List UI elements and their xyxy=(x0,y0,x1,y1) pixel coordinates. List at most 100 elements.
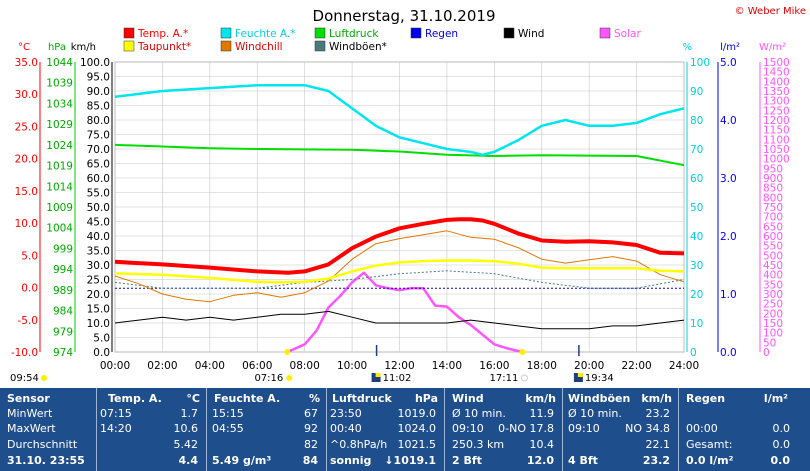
pressure-stat-label: 23:50 xyxy=(330,407,362,420)
x-tick-label: 00:00 xyxy=(100,360,130,372)
pressure-tick-label: 1029 xyxy=(46,119,73,131)
legend-label: Taupunkt* xyxy=(137,41,191,53)
solar-tick-label: 1150 xyxy=(763,125,790,137)
solar-tick-label: 1100 xyxy=(763,134,790,146)
legend-swatch xyxy=(599,27,611,39)
legend-label: Feuchte A.* xyxy=(235,28,296,40)
separator xyxy=(562,388,563,471)
gust-stat-value: 23.2 xyxy=(645,407,671,420)
pressure-stat-label: sonnig xyxy=(330,454,372,467)
rain-stat-value: 0.0 xyxy=(772,438,791,451)
chart-title: Donnerstag, 31.10.2019 xyxy=(313,7,496,25)
wind-stat-value: 0-NO 17.8 xyxy=(498,422,554,435)
wind-stat-label: 09:10 xyxy=(452,422,484,435)
solar-tick-label: 400 xyxy=(763,270,783,282)
moon-icon xyxy=(573,373,583,382)
sunrise-time: 07:16 xyxy=(254,373,283,384)
weather-chart: Donnerstag, 31.10.2019 © Weber Mike Temp… xyxy=(10,6,806,384)
solar-tick-label: 1400 xyxy=(763,76,790,88)
solar-tick-label: 1350 xyxy=(763,86,790,98)
solar-tick-label: 1300 xyxy=(763,96,790,108)
row-label-current: 31.10. 23:55 xyxy=(7,454,85,467)
temp-tick-label: 20.0 xyxy=(15,154,38,166)
series-line-temp-a xyxy=(114,217,685,275)
sun-icon xyxy=(41,375,47,381)
sunset-icon xyxy=(519,349,526,355)
pressure-tick-label: 974 xyxy=(53,347,73,359)
wind-tick-label: 35.0 xyxy=(87,246,110,258)
humidity-tick-label: 60 xyxy=(690,173,703,185)
solar-tick-label: 850 xyxy=(763,183,783,195)
wind-stat-label: 2 Bft xyxy=(452,454,482,467)
rain-unit: l/m² xyxy=(763,392,788,405)
separator xyxy=(678,388,679,471)
row-label-max: MaxWert xyxy=(7,422,56,435)
humidity-header: Feuchte A. xyxy=(214,392,281,405)
gust-stat-value: 22.1 xyxy=(645,438,671,451)
solar-tick-label: 300 xyxy=(763,289,783,301)
wind-stat-value: 11.9 xyxy=(529,407,555,420)
solar-tick-label: 200 xyxy=(763,308,783,320)
pressure-tick-label: 1024 xyxy=(46,140,73,152)
wind-tick-label: 90.0 xyxy=(87,86,110,98)
solar-tick-label: 1500 xyxy=(763,57,790,69)
temp-tick-label: 35.0 xyxy=(15,57,38,69)
temp-stat-label: 14:20 xyxy=(100,422,132,435)
x-tick-label: 10:00 xyxy=(337,360,367,372)
x-tick-label: 02:00 xyxy=(147,360,177,372)
pressure-tick-label: 1014 xyxy=(46,181,73,193)
legend-label: Windchill xyxy=(235,41,283,53)
gust-unit: km/h xyxy=(641,392,672,405)
wind-tick-label: 25.0 xyxy=(87,275,110,287)
gust-stat-label: 4 Bft xyxy=(568,454,598,467)
pressure-tick-label: 1044 xyxy=(46,57,73,69)
moon-event-time: 19:34 xyxy=(585,373,614,384)
axes: -10.0 -5.0 0.0 5.0 10.0 15.0 20.0 25.0 30.0 35.0 9… xyxy=(11,57,790,372)
pressure-tick-label: 989 xyxy=(53,285,73,297)
x-tick-label: 20:00 xyxy=(574,360,604,372)
solar-tick-label: 1250 xyxy=(763,105,790,117)
temp-tick-label: 25.0 xyxy=(15,121,38,133)
wind-stat-value: 12.0 xyxy=(526,454,554,467)
gust-header: Windböen xyxy=(568,392,631,405)
legend-label: Regen xyxy=(425,28,458,40)
humidity-tick-label: 90 xyxy=(690,86,703,98)
legend-label: Luftdruck xyxy=(329,28,379,40)
solar-tick-label: 950 xyxy=(763,163,783,175)
wind-unit: km/h xyxy=(525,392,556,405)
rain-tick-label: 5.0 xyxy=(720,57,737,69)
humidity-tick-label: 40 xyxy=(690,231,703,243)
wind-tick-label: 75.0 xyxy=(87,130,110,142)
series-line-wind xyxy=(114,310,685,330)
moon-icon xyxy=(371,373,381,382)
solar-tick-label: 500 xyxy=(763,250,783,262)
x-tick-label: 04:00 xyxy=(195,360,225,372)
sun-icon xyxy=(286,375,293,381)
legend-swatch xyxy=(123,40,135,52)
grid xyxy=(114,61,685,353)
pressure-tick-label: 979 xyxy=(53,326,73,338)
separator xyxy=(444,388,445,471)
humidity-axis-header: % xyxy=(682,42,692,53)
pressure-stat-value: 1019.0 xyxy=(397,407,437,420)
legend-swatch xyxy=(314,27,326,39)
series-line-taupunkt xyxy=(114,259,685,284)
legend-label: Wind xyxy=(518,28,544,40)
rain-tick-label: 2.0 xyxy=(720,231,737,243)
temp-tick-label: 30.0 xyxy=(15,89,38,101)
pressure-stat-value: 1021.5 xyxy=(397,438,437,451)
statistics-panel: Sensor MinWert MaxWert Durchschnitt 31.1… xyxy=(0,388,810,471)
wind-stat-value: 10.4 xyxy=(529,438,555,451)
legend-swatch xyxy=(410,27,422,39)
pressure-tick-label: 1039 xyxy=(46,78,73,90)
humidity-tick-label: 50 xyxy=(690,202,703,214)
wind-tick-label: 45.0 xyxy=(87,217,110,229)
series-line-feuchte-a xyxy=(114,83,685,157)
wind-tick-label: 85.0 xyxy=(87,101,110,113)
humidity-stat-label: 15:15 xyxy=(212,407,244,420)
solar-tick-label: 1450 xyxy=(763,67,790,79)
temp-tick-label: -5.0 xyxy=(18,315,39,327)
humidity-tick-label: 100 xyxy=(690,57,710,69)
x-tick-label: 16:00 xyxy=(479,360,509,372)
wind-tick-label: 50.0 xyxy=(87,202,110,214)
